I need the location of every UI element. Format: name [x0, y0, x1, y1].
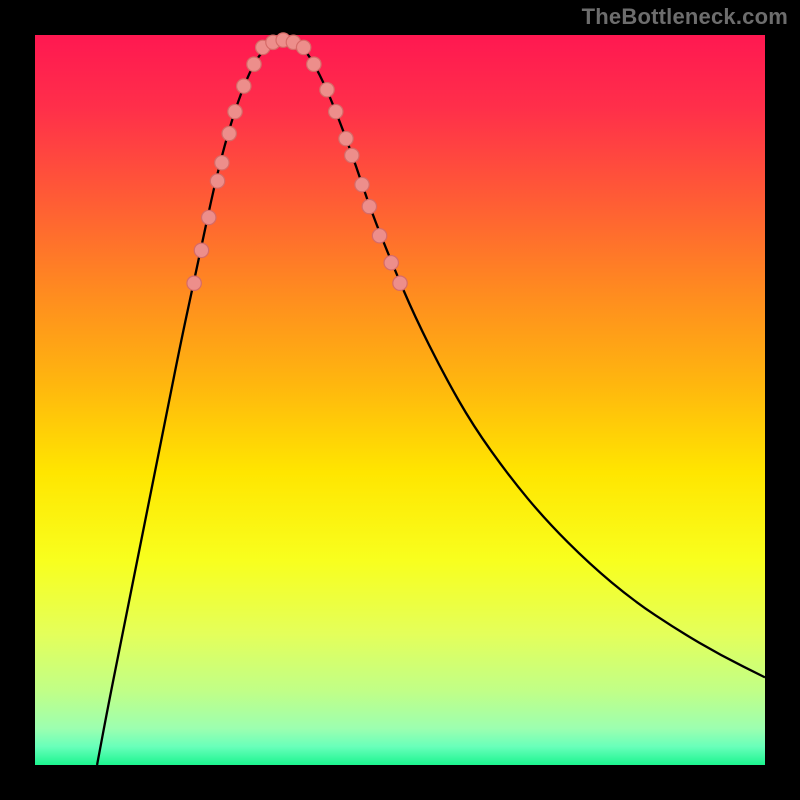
plot-background [35, 35, 765, 765]
data-marker [202, 210, 216, 224]
data-marker [215, 156, 229, 170]
canvas: TheBottleneck.com [0, 0, 800, 800]
data-marker [372, 229, 386, 243]
data-marker [307, 57, 321, 71]
data-marker [345, 148, 359, 162]
data-marker [247, 57, 261, 71]
data-marker [187, 276, 201, 290]
data-marker [320, 83, 334, 97]
data-marker [237, 79, 251, 93]
chart-svg [0, 0, 800, 800]
data-marker [228, 104, 242, 118]
data-marker [362, 199, 376, 213]
data-marker [339, 131, 353, 145]
data-marker [355, 177, 369, 191]
data-marker [194, 243, 208, 257]
data-marker [210, 174, 224, 188]
data-marker [384, 256, 398, 270]
data-marker [393, 276, 407, 290]
data-marker [296, 40, 310, 54]
data-marker [222, 126, 236, 140]
data-marker [329, 104, 343, 118]
